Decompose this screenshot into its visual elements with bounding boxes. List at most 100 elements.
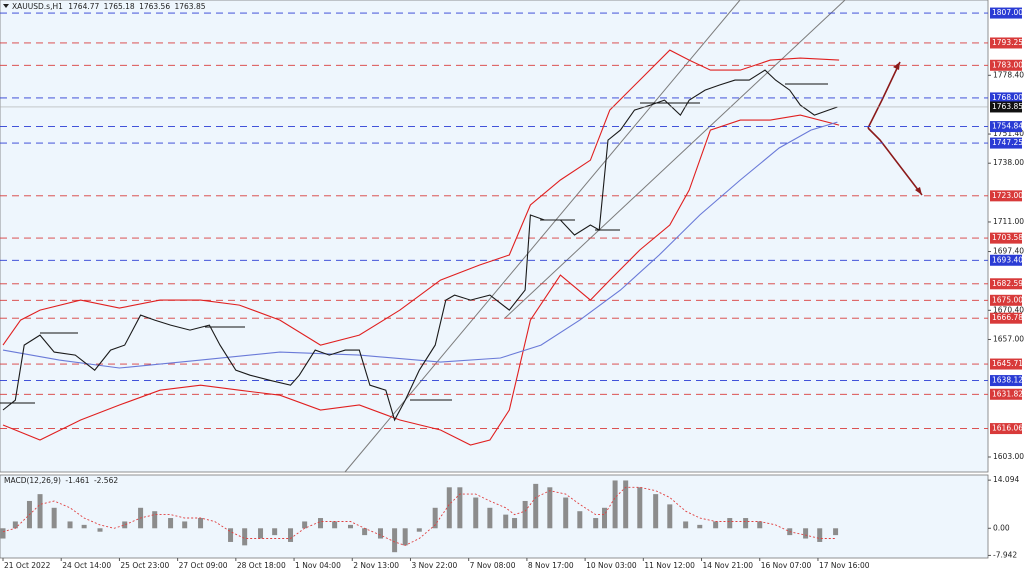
- high: 1765.18: [104, 2, 135, 11]
- histogram-bar: [258, 528, 264, 539]
- y-tick-label: 1670.40: [993, 305, 1024, 314]
- histogram-bar: [198, 518, 204, 529]
- histogram-bar: [512, 518, 518, 529]
- histogram-bar: [0, 528, 6, 539]
- level-tag: [990, 137, 1022, 149]
- histogram-bar: [713, 521, 719, 529]
- histogram-bar: [152, 511, 158, 529]
- histogram-bar: [697, 524, 703, 529]
- histogram-bar: [503, 514, 509, 529]
- forecast-arrow: [867, 61, 901, 129]
- histogram-bar: [602, 507, 608, 529]
- histogram-bar: [803, 528, 809, 539]
- y-tick-label: 1738.00: [993, 158, 1024, 167]
- level-label: 1703.58: [992, 233, 1023, 242]
- forecast-arrow: [867, 127, 923, 196]
- histogram-bar: [577, 511, 583, 529]
- histogram-bar: [348, 524, 354, 529]
- level-tag: [990, 358, 1022, 370]
- histogram-bar: [563, 497, 569, 529]
- level-tag: [990, 232, 1022, 244]
- series-line: [2, 69, 838, 422]
- histogram-bar: [37, 494, 43, 529]
- y-tick-label: -7.942: [993, 550, 1017, 559]
- price-tag: [990, 101, 1022, 113]
- histogram-bar: [457, 487, 463, 529]
- histogram-bar: [653, 494, 659, 529]
- level-label: 1675.00: [992, 295, 1023, 304]
- level-label: 1768.00: [992, 93, 1023, 102]
- level-label: 1666.78: [992, 313, 1023, 322]
- macd-panel: [0, 474, 989, 559]
- histogram-bar: [637, 487, 643, 529]
- x-tick-label: 17 Nov 16:00: [819, 561, 870, 570]
- histogram-bar: [302, 521, 308, 529]
- macd-value: -1.461: [65, 476, 89, 485]
- level-tag: [990, 312, 1022, 324]
- y-tick-label: 0.00: [993, 523, 1010, 532]
- level-tag: [990, 423, 1022, 435]
- open: 1764.77: [68, 2, 99, 11]
- series-line: [2, 114, 840, 446]
- histogram-bar: [743, 518, 749, 529]
- level-tag: [990, 59, 1022, 71]
- level-label: 1807.00: [992, 8, 1023, 17]
- level-label: 1638.12: [992, 376, 1023, 385]
- x-tick-label: 3 Nov 22:00: [411, 561, 457, 570]
- menu-icon: [3, 4, 9, 8]
- channel-line: [344, 0, 741, 473]
- macd-header: MACD(12,26,9) -1.461 -2.562: [4, 476, 118, 485]
- histogram-bar: [757, 521, 763, 529]
- histogram-bar: [547, 487, 553, 529]
- histogram-bar: [228, 528, 234, 542]
- histogram-bar: [288, 528, 294, 542]
- histogram-bar: [67, 521, 73, 529]
- level-label: 1793.25: [992, 38, 1023, 47]
- series-line: [2, 486, 836, 546]
- arrow-head: [893, 62, 900, 70]
- histogram-bar: [446, 487, 452, 529]
- histogram-bar: [377, 528, 383, 539]
- x-tick-label: 2 Nov 13:00: [353, 561, 399, 570]
- level-tag: [990, 254, 1022, 266]
- histogram-bar: [432, 507, 438, 529]
- histogram-bar: [593, 518, 599, 529]
- histogram-bar: [833, 528, 839, 536]
- channel-line: [504, 0, 846, 319]
- histogram-bar: [817, 528, 823, 542]
- level-label: 1747.25: [992, 138, 1023, 147]
- level-tag: [990, 388, 1022, 400]
- arrow-head: [915, 187, 922, 195]
- histogram-bar: [122, 521, 128, 529]
- histogram-bar: [667, 504, 673, 529]
- level-tag: [990, 278, 1022, 290]
- x-tick-label: 25 Oct 23:00: [120, 561, 169, 570]
- x-tick-label: 10 Nov 03:00: [586, 561, 637, 570]
- level-label: 1631.82: [992, 389, 1023, 398]
- histogram-bar: [51, 507, 57, 529]
- histogram-bar: [533, 483, 539, 529]
- main-panel: [0, 0, 989, 473]
- signal-value: -2.562: [94, 476, 118, 485]
- x-tick-label: 14 Nov 21:00: [703, 561, 754, 570]
- x-tick-label: 8 Nov 17:00: [528, 561, 574, 570]
- x-tick-label: 7 Nov 08:00: [470, 561, 516, 570]
- level-tag: [990, 121, 1022, 133]
- level-tag: [990, 92, 1022, 104]
- histogram-bar: [97, 528, 103, 532]
- series-line: [2, 121, 838, 369]
- level-label: 1754.84: [992, 122, 1023, 131]
- histogram-bar: [416, 528, 422, 532]
- histogram-bar: [318, 518, 324, 529]
- level-label: 1693.40: [992, 255, 1023, 264]
- histogram-bar: [473, 497, 479, 529]
- level-tag: [990, 7, 1022, 19]
- y-tick-label: 1751.40: [993, 129, 1024, 138]
- chart-header: XAUUSD.s,H1 1764.77 1765.18 1763.56 1763…: [12, 2, 206, 11]
- level-label: 1682.59: [992, 279, 1023, 288]
- histogram-bar: [362, 528, 368, 536]
- y-tick-label: 1697.40: [993, 247, 1024, 256]
- x-tick-label: 27 Oct 09:00: [179, 561, 228, 570]
